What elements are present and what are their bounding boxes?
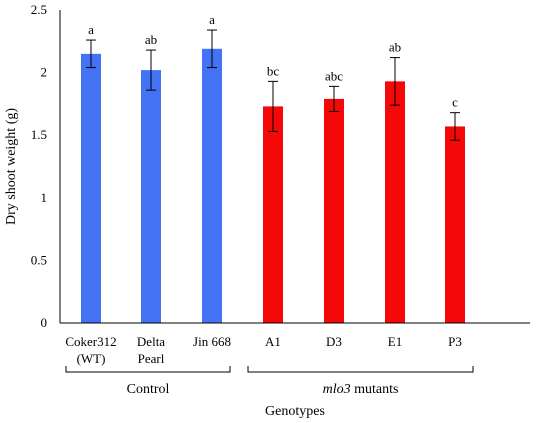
category-label-4-0: D3 [326,334,342,349]
bar-4 [324,98,344,323]
group-label-italic-1: mlo3 [323,382,351,397]
y-tick-label-2: 1 [41,190,48,205]
significance-label-1: ab [145,32,157,47]
category-label-1-1: Pearl [138,351,165,366]
category-label-5-0: E1 [388,334,402,349]
category-label-1-0: Delta [137,334,165,349]
group-label-text-0: Control [127,382,170,397]
significance-label-5: ab [389,40,401,55]
bar-2 [202,48,222,323]
bar-3 [263,106,283,324]
y-tick-label-0: 0 [41,315,48,330]
group-label-0: Control [127,382,170,397]
category-label-3-0: A1 [265,334,281,349]
bars [81,48,465,324]
bar-6 [445,126,465,323]
category-label-0-0: Coker312 [65,334,116,349]
significance-label-0: a [88,22,94,37]
group-bracket-0 [65,366,231,373]
group-label-1: mlo3 mutants [323,382,399,397]
significance-label-6: c [452,95,458,110]
x-axis-title: Genotypes [265,404,325,419]
bar-0 [81,53,101,323]
group-brackets: Control mlo3 mutants [65,366,474,397]
y-tick-label-5: 2.5 [31,2,47,17]
significance-label-3: bc [267,63,280,78]
y-tick-label-4: 2 [41,65,48,80]
bar-1 [141,70,161,323]
category-label-2-0: Jin 668 [193,334,231,349]
y-axis-title: Dry shoot weight (g) [4,108,19,225]
y-axis-ticks: 0 0.5 1 1.5 2 2.5 [31,2,47,330]
significance-label-2: a [209,12,215,27]
significance-label-4: abc [325,68,343,83]
category-label-0-1: (WT) [77,351,106,366]
category-label-6-0: P3 [448,334,462,349]
category-labels: Coker312 (WT) Delta Pearl Jin 668 A1 D3 E1 P3 [65,334,462,366]
y-tick-label-1: 0.5 [31,252,47,267]
error-bars [86,29,460,141]
y-tick-label-3: 1.5 [31,127,47,142]
bar-5 [385,81,405,323]
group-label-text-1: mutants [351,382,399,397]
group-bracket-1 [247,366,474,373]
